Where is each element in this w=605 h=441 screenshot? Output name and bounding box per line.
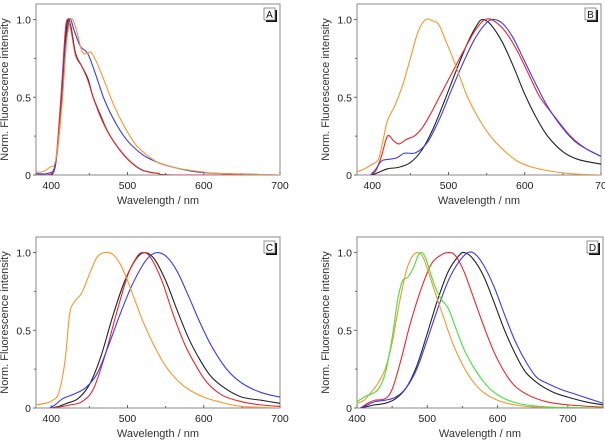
y-tick-label: 1.0 — [337, 15, 352, 27]
tick-group: 400 500 600 700 0 0.5 1.0 — [16, 248, 289, 425]
x-tick-label: 500 — [419, 413, 437, 425]
x-tick-label: 400 — [42, 413, 60, 425]
plot-frame — [356, 236, 604, 409]
x-axis-label: Wavelength / nm — [117, 195, 199, 207]
plot-frame — [35, 3, 281, 176]
x-tick-label: 700 — [271, 180, 289, 192]
series-line-blue — [359, 251, 603, 408]
x-axis-label: Wavelength / nm — [438, 195, 520, 207]
y-tick-label: 0.5 — [16, 92, 31, 104]
series-line-blue — [370, 18, 601, 175]
panel-tag-box — [586, 240, 599, 254]
panel-tag: D — [586, 240, 600, 255]
series-line-orange — [36, 18, 280, 175]
x-axis-label: Wavelength / nm — [439, 428, 521, 440]
y-tick-label: 0 — [25, 403, 31, 415]
x-tick-label: 500 — [119, 180, 137, 192]
panel-tag-text: C — [266, 243, 273, 254]
series-line-green — [357, 251, 603, 408]
y-tick-label: 0 — [25, 170, 31, 182]
panel-tag-box — [263, 240, 276, 254]
y-tick-label: 0 — [346, 403, 352, 415]
series-line-orange — [357, 18, 601, 175]
series-line-black — [359, 251, 603, 408]
panel-tag-box — [263, 7, 276, 21]
y-axis-label: Norm. Fluorescence intensity — [320, 251, 332, 394]
series-line-black — [50, 251, 280, 408]
y-tick-label: 1.0 — [16, 248, 31, 260]
curve-group — [357, 251, 603, 408]
x-tick-label: 400 — [42, 180, 60, 192]
panel-a: 400 500 600 700 0 0.5 1.0 Wavelength / nm Norm… — [0, 3, 289, 207]
x-tick-label: 600 — [195, 180, 213, 192]
tick-group: 400 500 600 700 0 0.5 1.0 — [337, 248, 604, 425]
tick-group: 400 500 600 700 0 0.5 1.0 — [16, 15, 289, 192]
x-tick-label: 400 — [363, 180, 381, 192]
series-line-orange — [357, 252, 603, 408]
panel-tag: A — [263, 7, 277, 22]
curve-group — [357, 18, 601, 175]
y-tick-label: 0 — [346, 170, 352, 182]
y-axis-label: Norm. Fluorescence intensity — [0, 251, 11, 394]
x-tick-label: 600 — [516, 180, 534, 192]
x-tick-label: 600 — [489, 413, 507, 425]
plot-frame — [35, 236, 281, 409]
y-tick-label: 1.0 — [337, 248, 352, 260]
x-tick-label: 700 — [271, 413, 289, 425]
x-tick-label: 600 — [195, 413, 213, 425]
x-tick-label: 400 — [348, 413, 366, 425]
y-axis-label: Norm. Fluorescence intensity — [0, 18, 11, 161]
x-tick-label: 70 — [595, 180, 605, 192]
panel-tag-box — [584, 7, 597, 21]
y-tick-label: 0.5 — [337, 325, 352, 337]
y-tick-label: 0.5 — [337, 92, 352, 104]
series-line-red — [370, 18, 601, 175]
panel-tag-text: B — [587, 10, 594, 21]
x-tick-label: 700 — [559, 413, 577, 425]
panel-tag: C — [263, 240, 277, 255]
y-axis-label: Norm. Fluorescence intensity — [320, 18, 332, 161]
panel-d: 400 500 600 700 0 0.5 1.0 Wavelength / nm Norm… — [320, 236, 604, 440]
series-line-red — [36, 18, 280, 175]
curve-group — [36, 18, 280, 175]
x-axis-label: Wavelength / nm — [117, 428, 199, 440]
x-tick-label: 500 — [440, 180, 458, 192]
panel-tag: B — [584, 7, 598, 22]
panel-tag-text: A — [266, 10, 273, 21]
x-tick-label: 500 — [119, 413, 137, 425]
curve-group — [36, 251, 280, 408]
panel-c: 400 500 600 700 0 0.5 1.0 Wavelength / nm Norm… — [0, 236, 289, 440]
y-tick-label: 0.5 — [16, 325, 31, 337]
series-line-red — [50, 252, 280, 408]
panel-tag-text: D — [589, 243, 596, 254]
series-line-orange — [36, 251, 280, 408]
series-line-blue — [49, 251, 280, 408]
series-line-black — [371, 19, 601, 175]
plot-frame — [356, 3, 602, 176]
y-tick-label: 1.0 — [16, 15, 31, 27]
series-line-red — [359, 252, 603, 408]
